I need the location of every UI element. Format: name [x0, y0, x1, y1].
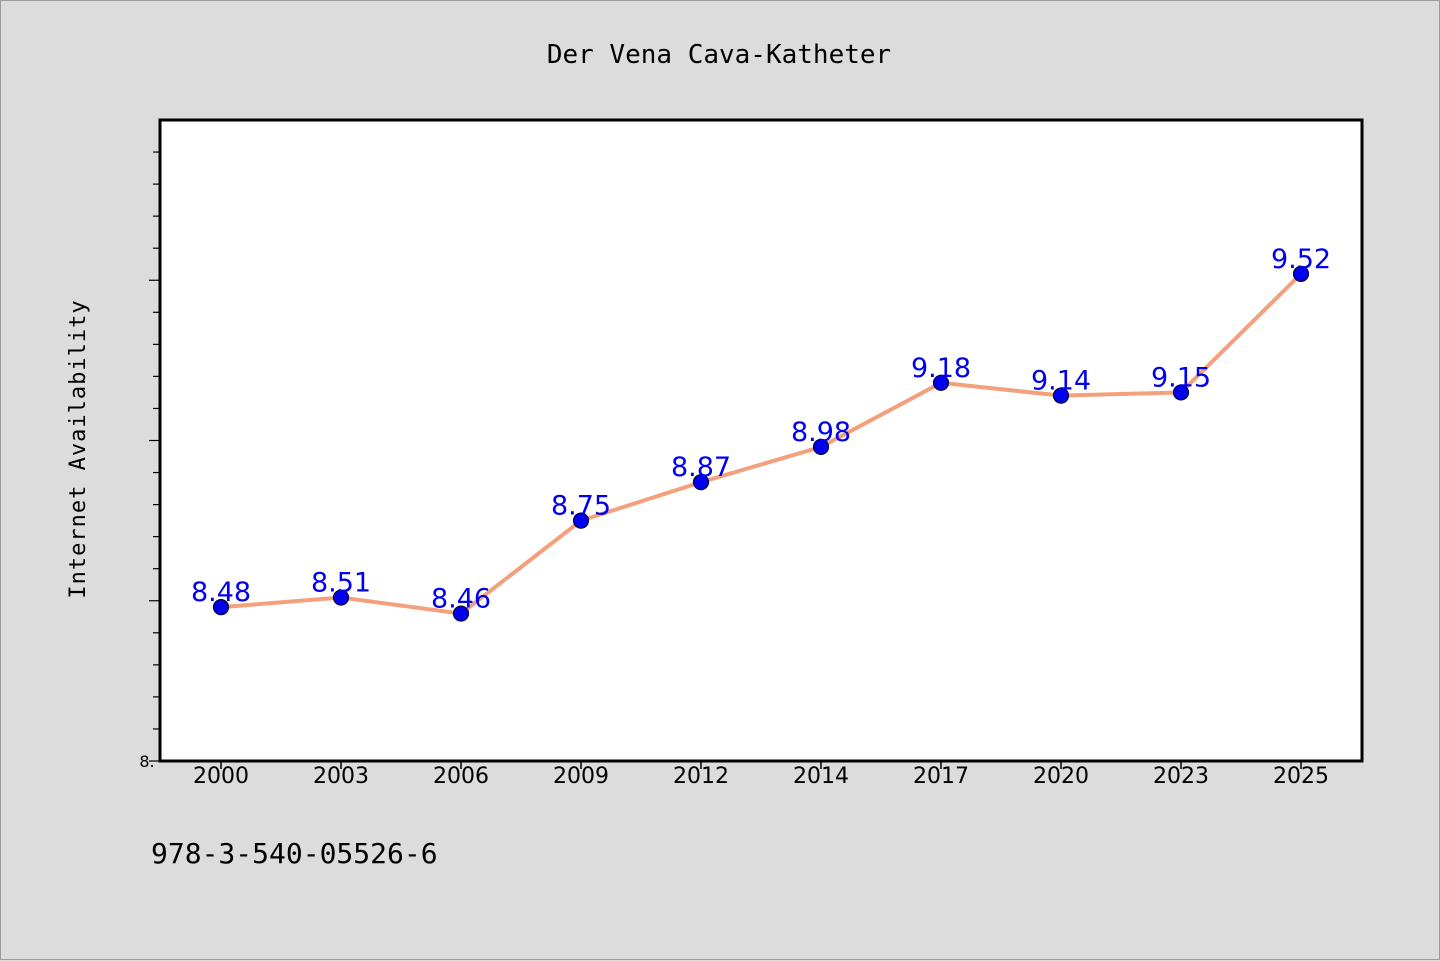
x-tick-label: 2023	[1153, 764, 1209, 789]
data-point	[812, 438, 830, 456]
data-label: 8.87	[671, 452, 731, 483]
x-tick-label: 2020	[1033, 764, 1089, 789]
data-point	[1172, 384, 1190, 401]
y-axis-ticks	[149, 151, 160, 762]
x-tick-label: 2017	[913, 764, 969, 789]
x-tick-label: 2000	[193, 764, 249, 789]
data-label: 8.75	[551, 491, 611, 522]
data-label: 8.51	[311, 568, 371, 599]
chart-title: Der Vena Cava-Katheter	[547, 40, 891, 70]
data-label: 9.14	[1031, 366, 1091, 397]
data-point	[212, 599, 230, 616]
data-label: 8.46	[431, 584, 491, 615]
data-point	[332, 589, 350, 606]
x-tick-label: 2006	[433, 764, 489, 789]
data-label: 8.98	[791, 417, 851, 448]
isbn-footnote: 978-3-540-05526-6	[151, 837, 438, 870]
data-markers	[212, 265, 1310, 622]
x-tick-label: 2009	[553, 764, 609, 789]
data-point	[1052, 387, 1070, 404]
data-label: 9.52	[1271, 244, 1331, 275]
x-axis-tick-labels: 2000 2003 2006 2009 2012 2014 2017 2020 2023 2025	[193, 764, 1329, 789]
data-label: 9.18	[911, 353, 971, 384]
data-label: 8.48	[191, 577, 251, 608]
x-tick-label: 2025	[1273, 764, 1329, 789]
y-axis-tick-label: 8.	[139, 752, 154, 771]
plot-area	[158, 118, 1364, 763]
y-axis-label: Internet Availability	[66, 299, 91, 598]
data-point	[692, 474, 710, 491]
series-line	[220, 272, 1303, 616]
data-label: 9.15	[1151, 362, 1211, 393]
x-tick-label: 2003	[313, 764, 369, 789]
data-point	[452, 605, 470, 622]
data-labels: 8.48 8.51 8.46 8.75 8.87 8.98 9.18 9.14 9.15 9.52	[191, 244, 1331, 615]
data-point	[572, 512, 590, 529]
x-tick-label: 2012	[673, 764, 729, 789]
data-point	[1292, 265, 1310, 282]
x-axis-ticks	[220, 761, 1302, 769]
data-point	[932, 374, 950, 391]
x-tick-label: 2014	[793, 764, 849, 789]
